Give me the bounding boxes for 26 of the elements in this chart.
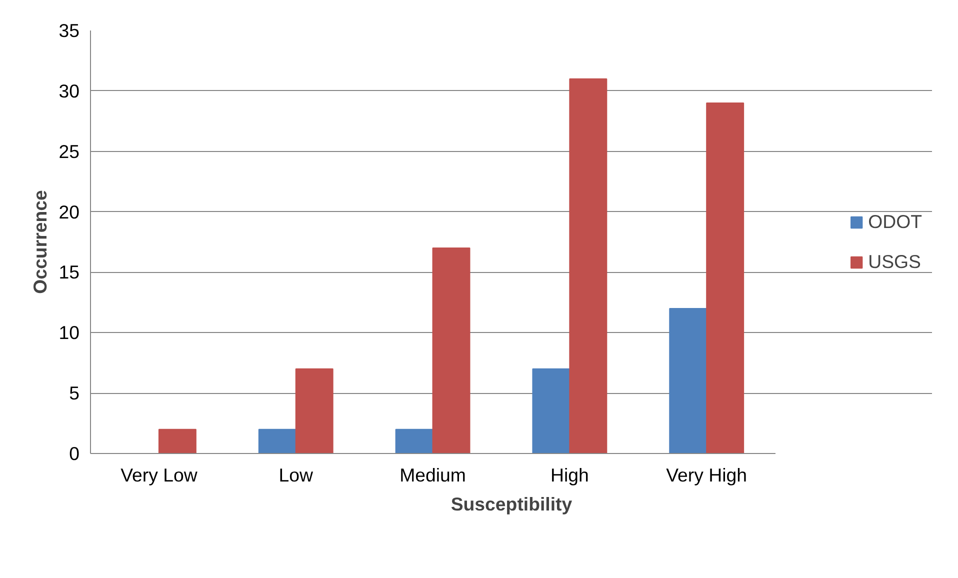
y-tick-label: 10 xyxy=(58,322,80,344)
y-tick-label: 15 xyxy=(58,262,80,283)
y-tick-label: 35 xyxy=(58,20,80,41)
bar xyxy=(432,248,470,454)
x-tick-label: Medium xyxy=(400,464,466,486)
legend-label: ODOT xyxy=(868,210,922,232)
y-tick-label: 20 xyxy=(58,201,80,222)
bar xyxy=(706,102,744,454)
x-tick-label: Very Low xyxy=(120,464,198,486)
bar xyxy=(669,308,708,454)
x-axis-title: Susceptibility xyxy=(450,494,573,514)
y-tick-label: 5 xyxy=(69,382,80,404)
bar xyxy=(258,428,296,454)
bar xyxy=(569,78,608,454)
x-tick-label: Very High xyxy=(666,464,748,486)
bar xyxy=(532,368,570,454)
bar xyxy=(295,368,334,454)
legend-label: USGS xyxy=(868,250,921,272)
x-tick-label: Low xyxy=(278,464,314,486)
bar xyxy=(395,428,434,454)
y-axis-title: Occurrence xyxy=(30,190,51,294)
x-tick-label: High xyxy=(550,464,589,486)
y-tick-label: 25 xyxy=(58,140,80,162)
bar xyxy=(158,428,196,454)
y-tick-label: 0 xyxy=(69,443,80,464)
y-tick-label: 30 xyxy=(58,80,80,102)
